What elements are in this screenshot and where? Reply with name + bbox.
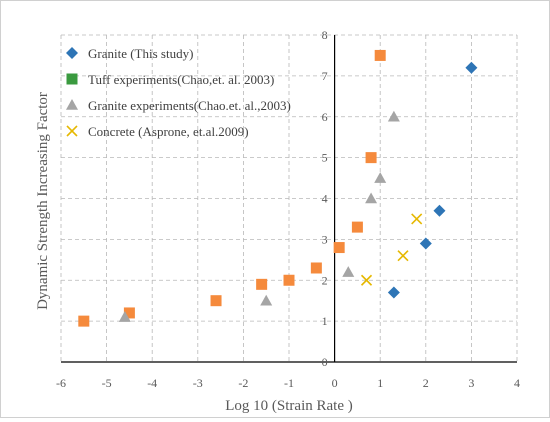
y-axis-label: Dynamic Strength Increasing Factor: [35, 92, 51, 310]
data-point-x-stroke: [397, 250, 409, 262]
data-point-triangle: [365, 192, 378, 204]
data-point-square: [256, 278, 268, 290]
axes: [61, 35, 517, 363]
data-point-diamond: [419, 237, 432, 250]
data-point-x-stroke: [360, 274, 373, 286]
x-tick-label: 0: [332, 376, 338, 390]
data-point-x: [411, 213, 423, 225]
data-point-square: [78, 315, 90, 327]
legend-marker-triangle: [66, 99, 78, 110]
legend: Granite (This study) Tuff experiments(Cha…: [66, 46, 291, 139]
y-tick-label: 3: [322, 232, 328, 246]
legend-label: Tuff experiments(Chao,et. al. 2003): [88, 72, 274, 87]
data-point-triangle: [260, 294, 273, 306]
data-point-triangle: [387, 110, 400, 122]
data-point-x-stroke: [411, 213, 423, 225]
x-axis-label: Log 10 (Strain Rate ): [225, 398, 352, 414]
data-point-triangle: [374, 172, 387, 183]
data-point-square: [210, 295, 222, 307]
data-point-square: [365, 152, 377, 164]
tick-labels: -6 -5 -4 -3 -2 -1 0 1 2 3 4 0 1 2 3 4 5 6 7 8: [56, 28, 520, 390]
x-tick-label: -6: [56, 376, 66, 390]
y-tick-label: 4: [322, 192, 328, 206]
data-point-diamond: [387, 286, 400, 299]
data-point-diamond: [433, 204, 446, 217]
data-point-square: [351, 221, 363, 233]
x-tick-label: 1: [377, 376, 383, 390]
data-point-square: [283, 274, 295, 286]
data-points: [78, 49, 478, 327]
legend-label: Granite (This study): [88, 46, 193, 61]
legend-marker-x-stroke: [66, 125, 78, 137]
x-tick-label: 4: [514, 376, 520, 390]
y-tick-label: 6: [322, 110, 328, 124]
y-tick-label: 1: [322, 314, 328, 328]
x-tick-label: -3: [193, 376, 203, 390]
legend-marker-diamond: [66, 47, 78, 59]
legend-marker-square: [66, 73, 78, 85]
data-point-x: [360, 274, 373, 286]
data-point-triangle: [342, 266, 355, 277]
x-tick-label: -4: [147, 376, 157, 390]
x-tick-label: -5: [102, 376, 112, 390]
y-tick-label: 0: [322, 355, 328, 369]
data-point-square: [123, 307, 135, 319]
y-tick-label: 7: [322, 69, 328, 83]
data-point-square: [333, 242, 345, 254]
data-point-square: [374, 49, 386, 61]
data-point-square: [310, 262, 322, 274]
x-tick-label: -1: [284, 376, 294, 390]
x-tick-label: -2: [238, 376, 248, 390]
y-tick-label: 5: [322, 151, 328, 165]
legend-label: Concrete (Asprone, et.al.2009): [88, 124, 249, 139]
data-point-diamond: [465, 61, 478, 74]
y-tick-label: 8: [322, 28, 328, 42]
x-tick-label: 2: [423, 376, 429, 390]
y-tick-label: 2: [322, 273, 328, 287]
x-tick-label: 3: [468, 376, 474, 390]
legend-label: Granite experiments(Chao.et. al.,2003): [88, 98, 291, 113]
data-point-x: [397, 250, 409, 262]
legend-marker-x: [66, 125, 78, 137]
data-point-triangle: [118, 311, 131, 322]
